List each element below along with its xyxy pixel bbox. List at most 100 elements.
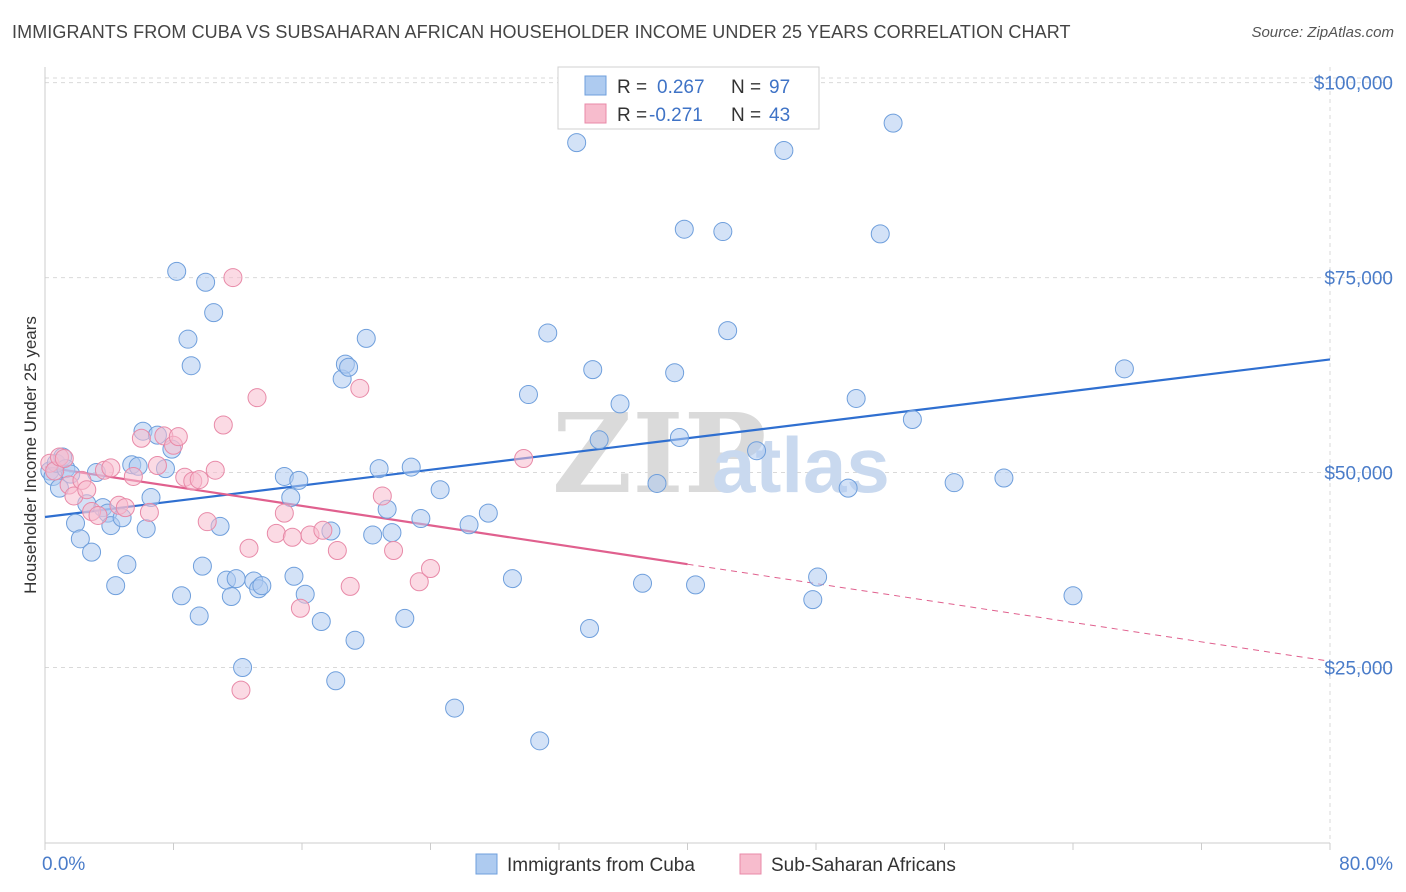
legend-swatch-subsaharan xyxy=(584,103,607,124)
x-tick-label-max: 80.0% xyxy=(1339,854,1393,875)
data-point xyxy=(647,473,667,493)
data-point xyxy=(167,261,187,281)
data-point xyxy=(192,556,212,576)
data-point xyxy=(994,468,1014,488)
data-point xyxy=(665,363,685,383)
data-point xyxy=(530,731,550,751)
data-point xyxy=(345,630,365,650)
data-point xyxy=(538,323,558,343)
data-point xyxy=(339,357,359,377)
data-point xyxy=(459,515,479,535)
legend-n-value: 43 xyxy=(769,105,790,126)
data-point xyxy=(583,360,603,380)
data-point xyxy=(247,388,267,408)
legend-r-value: -0.271 xyxy=(649,105,703,126)
y-tick-label: $100,000 xyxy=(1314,74,1393,95)
chart-title: IMMIGRANTS FROM CUBA VS SUBSAHARAN AFRIC… xyxy=(12,22,1071,42)
series-legend-label-subsaharan: Sub-Saharan Africans xyxy=(771,855,956,876)
data-point xyxy=(409,572,429,592)
y-axis-label: Householder Income Under 25 years xyxy=(21,316,40,594)
data-point xyxy=(70,529,90,549)
data-point xyxy=(205,460,225,480)
legend-n-value: 97 xyxy=(769,77,790,98)
data-point xyxy=(846,388,866,408)
data-point xyxy=(274,503,294,523)
data-point xyxy=(445,698,465,718)
data-point xyxy=(213,415,233,435)
data-point xyxy=(747,441,767,461)
data-point xyxy=(589,430,609,450)
data-point xyxy=(478,503,498,523)
data-point xyxy=(518,385,538,405)
data-point xyxy=(430,480,450,500)
data-point xyxy=(774,140,794,160)
watermark: ZIP atlas xyxy=(552,389,890,518)
data-point xyxy=(197,512,217,532)
legend-swatch-cuba xyxy=(584,75,607,96)
data-point xyxy=(239,538,259,558)
y-tick-label: $75,000 xyxy=(1324,269,1393,290)
data-point xyxy=(231,680,251,700)
legend-n-label: N = xyxy=(731,77,761,98)
legend-r-value: 0.267 xyxy=(657,77,705,98)
data-point xyxy=(610,394,630,414)
data-point xyxy=(395,608,415,628)
data-point xyxy=(266,523,286,543)
axes xyxy=(44,67,1331,850)
data-point xyxy=(77,480,97,500)
data-point xyxy=(54,449,74,469)
data-point xyxy=(282,527,302,547)
data-point xyxy=(284,566,304,586)
legend-r-label: R = xyxy=(617,77,647,98)
data-point xyxy=(252,576,272,596)
correlation-legend: R = 0.267 N = 97 R = -0.271 N = 43 xyxy=(557,66,820,130)
data-point xyxy=(674,219,694,239)
data-point xyxy=(196,272,216,292)
trend-line xyxy=(44,466,688,566)
data-point xyxy=(1114,359,1134,379)
data-point xyxy=(326,671,346,691)
data-point xyxy=(633,573,653,593)
data-point xyxy=(838,478,858,498)
data-point xyxy=(123,466,143,486)
data-point xyxy=(168,427,188,447)
data-point xyxy=(290,598,310,618)
data-point xyxy=(1063,586,1083,606)
data-point xyxy=(902,410,922,430)
series-legend-label-cuba: Immigrants from Cuba xyxy=(507,855,695,876)
data-point xyxy=(82,542,102,562)
trend-line-extension xyxy=(687,563,1331,662)
data-point xyxy=(115,498,135,518)
data-point xyxy=(411,509,431,529)
grid-lines xyxy=(45,67,1392,843)
data-point xyxy=(139,502,159,522)
data-point xyxy=(401,457,421,477)
data-point xyxy=(233,658,253,678)
data-point xyxy=(350,378,370,398)
data-point xyxy=(101,458,121,478)
series-legend: Immigrants from Cuba Sub-Saharan African… xyxy=(475,853,956,876)
data-point xyxy=(223,268,243,288)
data-point xyxy=(147,456,167,476)
data-point xyxy=(384,541,404,561)
data-point xyxy=(178,329,198,349)
series-legend-swatch-subsaharan xyxy=(739,853,762,875)
data-point xyxy=(356,328,376,348)
x-tick-label-min: 0.0% xyxy=(42,854,85,875)
data-point xyxy=(313,520,333,540)
data-point xyxy=(421,558,440,578)
data-point xyxy=(713,222,733,242)
data-point xyxy=(289,470,309,490)
y-tick-labels: $25,000 $50,000 $75,000 $100,000 xyxy=(1314,74,1393,680)
series-legend-swatch-cuba xyxy=(475,853,498,875)
data-point xyxy=(580,619,600,639)
data-point xyxy=(686,575,706,595)
data-point xyxy=(382,523,402,543)
data-point xyxy=(226,569,246,589)
data-point xyxy=(363,525,383,545)
data-point xyxy=(803,590,823,610)
legend-r-label: R = xyxy=(617,105,647,126)
data-point xyxy=(514,449,534,469)
data-point xyxy=(567,133,587,153)
